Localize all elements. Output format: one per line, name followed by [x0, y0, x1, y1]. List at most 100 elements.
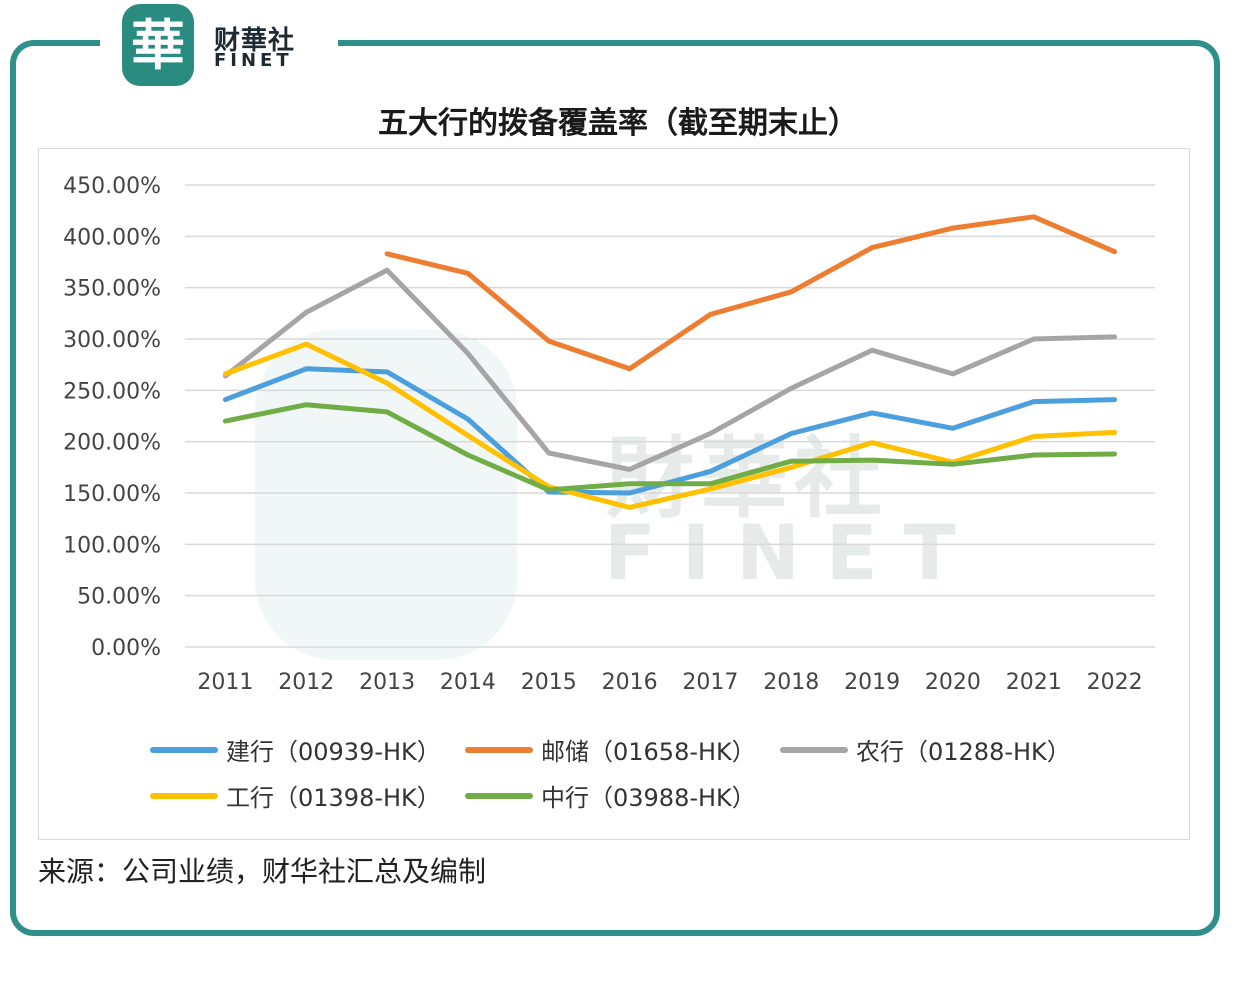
- data-point: [952, 427, 954, 429]
- plot-area-border: [38, 148, 1190, 840]
- y-tick-label: 350.00%: [63, 277, 161, 302]
- data-point: [386, 253, 388, 255]
- data-point: [1033, 454, 1035, 456]
- series-line-4: [222, 402, 1118, 493]
- data-point: [467, 352, 469, 354]
- data-point: [871, 412, 873, 414]
- legend-label: 邮储（01658-HK）: [541, 738, 756, 766]
- data-point: [1033, 401, 1035, 403]
- chart-frame: [10, 40, 1220, 936]
- data-point: [871, 442, 873, 444]
- data-point: [305, 343, 307, 345]
- legend-item: 农行（01288-HK）: [780, 732, 1071, 767]
- data-point: [224, 373, 226, 375]
- data-point: [467, 418, 469, 420]
- data-point: [790, 432, 792, 434]
- data-point: [548, 489, 550, 491]
- data-point: [629, 492, 631, 494]
- legend-swatch: [150, 746, 218, 753]
- x-tick-label: 2021: [1006, 670, 1062, 695]
- data-point: [709, 483, 711, 485]
- x-tick-label: 2015: [521, 670, 577, 695]
- y-tick-label: 250.00%: [63, 379, 161, 404]
- data-point: [467, 454, 469, 456]
- data-point: [305, 368, 307, 370]
- x-tick-label: 2013: [359, 670, 415, 695]
- data-point: [386, 382, 388, 384]
- x-tick-label: 2014: [440, 670, 496, 695]
- data-point: [1114, 399, 1116, 401]
- x-tick-label: 2017: [682, 670, 738, 695]
- data-point: [952, 227, 954, 229]
- y-tick-label: 0.00%: [91, 636, 161, 661]
- data-point: [629, 506, 631, 508]
- legend-label: 农行（01288-HK）: [856, 738, 1071, 766]
- data-point: [790, 466, 792, 468]
- x-tick-label: 2011: [197, 670, 253, 695]
- legend-swatch: [465, 792, 533, 799]
- data-point: [629, 468, 631, 470]
- finet-logo-name-cn: 财華社: [214, 26, 296, 56]
- x-tick-label: 2020: [925, 670, 981, 695]
- legend-swatch: [150, 792, 218, 799]
- data-point: [1114, 251, 1116, 253]
- data-point: [305, 404, 307, 406]
- y-tick-label: 450.00%: [63, 174, 161, 199]
- data-point: [952, 373, 954, 375]
- data-point: [1033, 338, 1035, 340]
- data-point: [386, 411, 388, 413]
- data-point: [871, 459, 873, 461]
- data-point: [709, 313, 711, 315]
- data-point: [790, 387, 792, 389]
- data-point: [1033, 436, 1035, 438]
- legend-label: 建行（00939-HK）: [226, 738, 441, 766]
- data-point: [1114, 431, 1116, 433]
- legend-item: 中行（03988-HK）: [465, 778, 756, 813]
- y-tick-label: 100.00%: [63, 533, 161, 558]
- data-point: [548, 340, 550, 342]
- series-line-1: [384, 214, 1118, 372]
- data-point: [224, 399, 226, 401]
- data-point: [952, 463, 954, 465]
- data-point: [386, 269, 388, 271]
- source-note: 来源：公司业绩，财华社汇总及编制: [38, 855, 487, 888]
- x-tick-label: 2016: [602, 670, 658, 695]
- data-point: [548, 452, 550, 454]
- legend-item: 邮储（01658-HK）: [465, 732, 756, 767]
- data-point: [386, 371, 388, 373]
- data-point: [1033, 216, 1035, 218]
- series-line-2: [222, 267, 1118, 472]
- x-tick-label: 2019: [844, 670, 900, 695]
- data-point: [790, 460, 792, 462]
- finet-logo-name-en: FINET: [214, 50, 293, 71]
- data-point: [467, 435, 469, 437]
- data-point: [1114, 336, 1116, 338]
- legend-item: 工行（01398-HK）: [150, 778, 441, 813]
- legend-label: 中行（03988-HK）: [541, 784, 756, 812]
- legend-item: 建行（00939-HK）: [150, 732, 441, 767]
- x-tick-label: 2018: [763, 670, 819, 695]
- data-point: [305, 311, 307, 313]
- series-line-0: [222, 366, 1118, 496]
- y-tick-label: 300.00%: [63, 328, 161, 353]
- x-tick-label: 2022: [1087, 670, 1143, 695]
- data-point: [790, 291, 792, 293]
- watermark-en: FINET: [604, 508, 982, 597]
- finet-logo-badge: 華: [122, 4, 194, 86]
- chart-title: 五大行的拨备覆盖率（截至期末止）: [378, 106, 858, 141]
- y-tick-label: 150.00%: [63, 482, 161, 507]
- y-tick-label: 200.00%: [63, 431, 161, 456]
- legend-swatch: [465, 746, 533, 753]
- x-tick-label: 2012: [278, 670, 334, 695]
- y-tick-label: 50.00%: [77, 585, 161, 610]
- y-tick-label: 400.00%: [63, 225, 161, 250]
- legend-label: 工行（01398-HK）: [226, 784, 441, 812]
- data-point: [224, 420, 226, 422]
- data-point: [871, 247, 873, 249]
- data-point: [871, 349, 873, 351]
- data-point: [467, 272, 469, 274]
- data-point: [629, 368, 631, 370]
- data-point: [709, 488, 711, 490]
- series-line-3: [222, 341, 1118, 510]
